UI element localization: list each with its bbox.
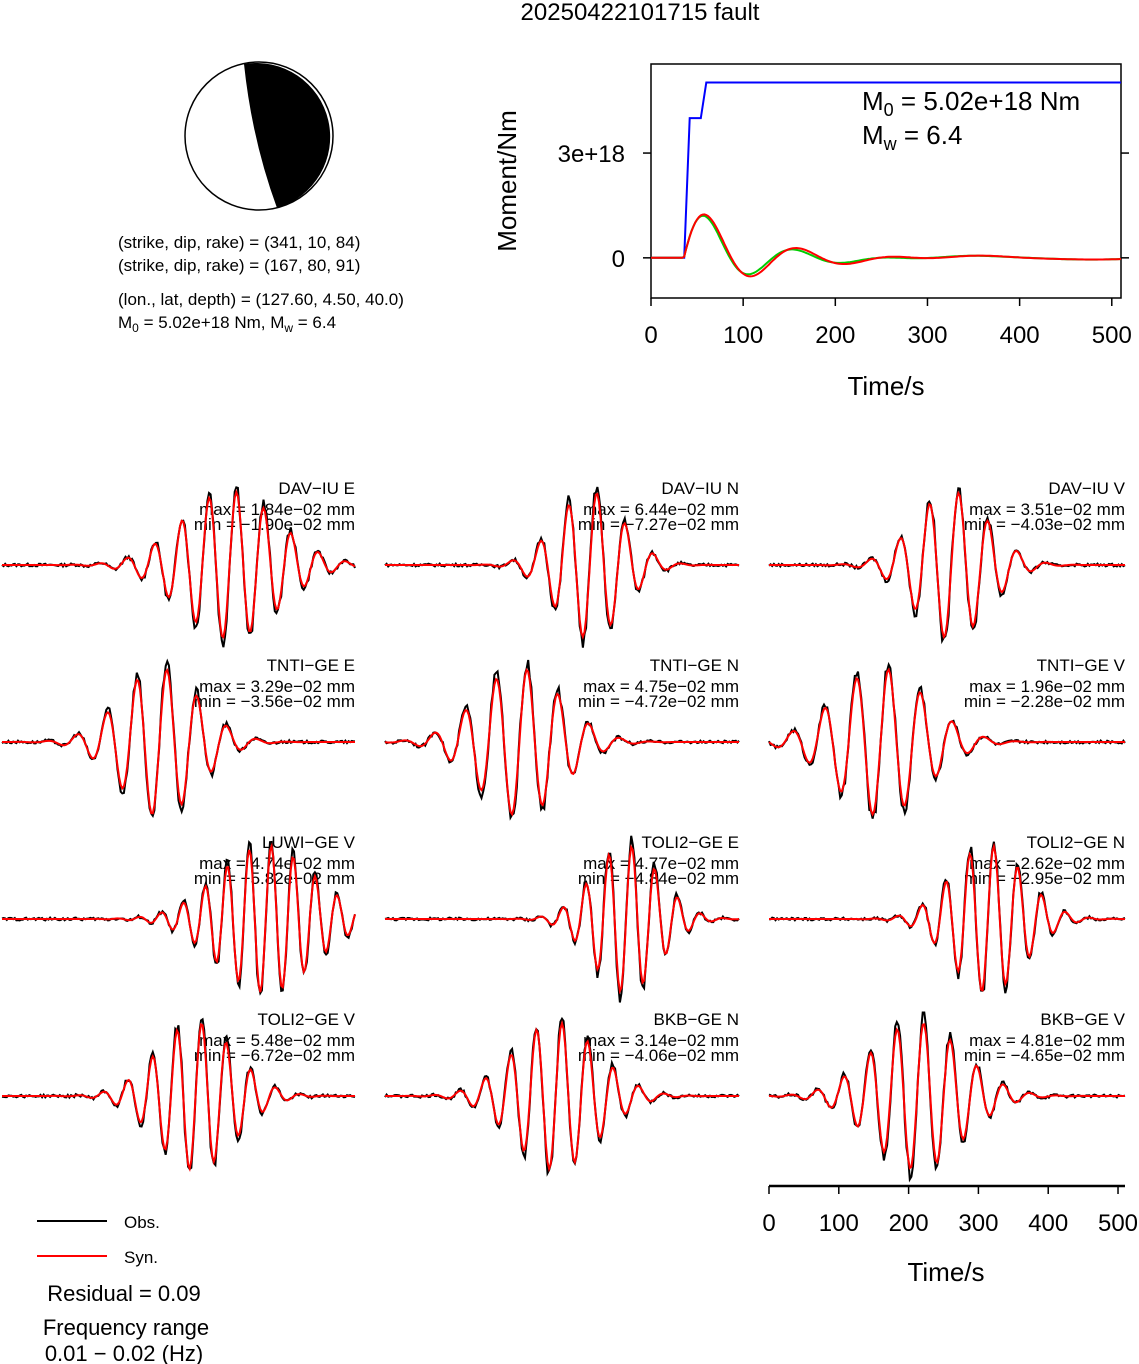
synthetic-waveform — [2, 1022, 355, 1173]
station-label: TOLI2−GE E — [642, 833, 739, 852]
time-tick-label: 200 — [889, 1210, 929, 1237]
synthetic-waveform — [385, 844, 740, 995]
figure-title: 20250422101715 fault — [521, 0, 760, 26]
station-min: min = −6.72e−02 mm — [194, 1046, 355, 1065]
station-min: min = −3.56e−02 mm — [194, 692, 355, 711]
time-tick-label: 500 — [1098, 1210, 1138, 1237]
station-label: TOLI2−GE N — [1027, 833, 1125, 852]
frequency-range-label: Frequency range — [43, 1315, 209, 1340]
time-tick-label: 100 — [819, 1210, 859, 1237]
cumulative-moment-line — [651, 81, 1121, 259]
time-tick-label: 400 — [1028, 1210, 1068, 1237]
moment-y-axis-label: Moment/Nm — [492, 110, 522, 252]
station-label: TNTI−GE N — [650, 656, 739, 675]
moment-x-tick-label: 0 — [644, 322, 657, 349]
station-min: min = −7.27e−02 mm — [578, 515, 739, 534]
station-label: DAV−IU N — [661, 479, 739, 498]
moment-x-tick-label: 400 — [1000, 322, 1040, 349]
waveform-x-axis-label: Time/s — [907, 1257, 984, 1287]
synthetic-waveform — [2, 668, 355, 815]
station-max: max = 4.81e−02 mm — [969, 1031, 1125, 1050]
residual-text: Residual = 0.09 — [47, 1281, 201, 1306]
station-label: BKB−GE N — [653, 1010, 739, 1029]
moment-x-tick-label: 300 — [907, 322, 947, 349]
station-max: max = 3.29e−02 mm — [199, 677, 355, 696]
legend-obs-label: Obs. — [124, 1213, 160, 1232]
synthetic-waveform — [385, 1019, 739, 1173]
station-min: min = −4.84e−02 mm — [578, 869, 739, 888]
station-min: min = −4.65e−02 mm — [964, 1046, 1125, 1065]
nodal-plane-1: (strike, dip, rake) = (341, 10, 84) — [118, 233, 360, 252]
moment-mw-label: Mw = 6.4 — [862, 120, 962, 154]
moment-series — [651, 81, 1122, 278]
synthetic-waveform — [2, 842, 356, 993]
station-label: TOLI2−GE V — [258, 1010, 356, 1029]
station-label: TNTI−GE V — [1037, 656, 1126, 675]
nodal-plane-2: (strike, dip, rake) = (167, 80, 91) — [118, 256, 360, 275]
synthetic-waveform — [769, 490, 1125, 640]
frequency-range-value: 0.01 − 0.02 (Hz) — [45, 1341, 203, 1364]
station-max: max = 4.74e−02 mm — [199, 854, 355, 873]
moment-x-tick-label: 100 — [723, 322, 763, 349]
focal-moment-text: M0 = 5.02e+18 Nm, Mw = 6.4 — [118, 313, 336, 335]
time-tick-label: 0 — [762, 1210, 775, 1237]
station-label: TNTI−GE E — [267, 656, 355, 675]
waveform-legend: Obs. Syn. — [37, 1213, 160, 1267]
synthetic-waveform — [385, 492, 739, 640]
station-min: min = −1.90e−02 mm — [194, 515, 355, 534]
station-max: max = 5.48e−02 mm — [199, 1031, 355, 1050]
moment-x-axis-label: Time/s — [847, 371, 924, 401]
location-text: (lon., lat, depth) = (127.60, 4.50, 40.0… — [118, 290, 404, 309]
station-label: DAV−IU E — [278, 479, 355, 498]
synthetic-waveform — [2, 489, 356, 640]
moment-x-tick-label: 200 — [815, 322, 855, 349]
station-max: max = 4.77e−02 mm — [583, 854, 739, 873]
station-max: max = 2.62e−02 mm — [969, 854, 1125, 873]
station-label: BKB−GE V — [1040, 1010, 1125, 1029]
moment-y-tick-label: 3e+18 — [558, 141, 625, 168]
source-time-function-line — [651, 214, 1122, 276]
moment-y-tick-label: 0 — [612, 246, 625, 273]
station-label: DAV−IU V — [1048, 479, 1125, 498]
station-label: LUWI−GE V — [262, 833, 356, 852]
station-min: min = −2.28e−02 mm — [964, 692, 1125, 711]
moment-m0-label: M0 = 5.02e+18 Nm — [862, 86, 1080, 120]
station-max: max = 3.14e−02 mm — [583, 1031, 739, 1050]
legend-syn-label: Syn. — [124, 1248, 158, 1267]
synthetic-waveform — [769, 842, 1126, 992]
station-min: min = −4.72e−02 mm — [578, 692, 739, 711]
station-max: max = 1.96e−02 mm — [969, 677, 1125, 696]
station-max: max = 4.75e−02 mm — [583, 677, 739, 696]
source-time-function-line — [651, 213, 1122, 278]
beachball-icon — [184, 61, 334, 211]
synthetic-waveform — [384, 667, 739, 817]
moment-chart-frame — [650, 63, 1122, 299]
moment-x-tick-label: 500 — [1092, 322, 1132, 349]
station-max: max = 6.44e−02 mm — [583, 500, 739, 519]
synthetic-waveform — [768, 667, 1125, 817]
synthetic-waveform — [768, 1023, 1125, 1170]
station-min: min = −2.95e−02 mm — [964, 869, 1125, 888]
moment-axis-ticks: 0 100 200 300 400 500 0 3e+18 — [558, 141, 1132, 349]
waveform-time-axis: 0 100 200 300 400 500 — [762, 1184, 1138, 1237]
station-min: min = −4.06e−02 mm — [578, 1046, 739, 1065]
station-max: max = 3.51e−02 mm — [969, 500, 1125, 519]
station-min: min = −4.03e−02 mm — [964, 515, 1125, 534]
time-tick-label: 300 — [958, 1210, 998, 1237]
